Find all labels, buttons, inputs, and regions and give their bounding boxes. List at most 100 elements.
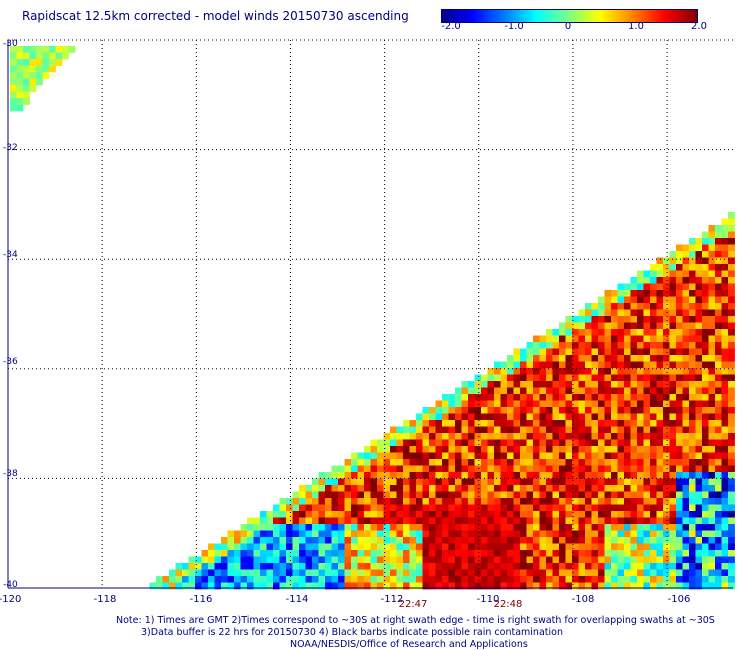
wind-cell <box>351 517 358 525</box>
wind-cell <box>695 407 703 414</box>
wind-cell <box>474 550 482 557</box>
wind-cell <box>448 459 456 466</box>
wind-cell <box>637 472 644 479</box>
wind-cell <box>448 504 456 512</box>
wind-cell <box>689 348 696 356</box>
wind-cell <box>591 316 599 323</box>
wind-cell <box>318 576 326 583</box>
wind-cell <box>598 368 605 375</box>
wind-cell <box>416 452 423 460</box>
wind-cell <box>461 524 469 531</box>
wind-cell <box>409 452 417 460</box>
wind-cell <box>312 530 319 538</box>
wind-cell <box>689 420 696 427</box>
wind-cell <box>234 550 241 557</box>
wind-cell <box>689 309 696 317</box>
wind-cell <box>292 498 300 505</box>
wind-cell <box>552 387 560 395</box>
wind-cell <box>572 348 579 356</box>
wind-cell <box>682 381 690 388</box>
wind-cell <box>429 524 436 531</box>
wind-cell <box>669 582 677 590</box>
wind-cell <box>422 530 430 538</box>
wind-cell <box>669 257 677 265</box>
wind-cell <box>260 576 267 583</box>
wind-cell <box>643 517 651 525</box>
wind-cell <box>513 530 521 538</box>
wind-cell <box>552 459 560 466</box>
wind-cell <box>546 569 553 577</box>
wind-cell <box>728 498 735 505</box>
wind-cell <box>370 446 378 453</box>
wind-cell <box>702 342 709 349</box>
wind-cell <box>429 491 436 499</box>
wind-cell <box>630 582 638 590</box>
wind-cell <box>299 582 306 590</box>
wind-cell <box>689 251 696 258</box>
wind-cell <box>578 355 586 362</box>
wind-cell <box>637 381 644 388</box>
wind-cell <box>676 400 683 408</box>
wind-cell <box>240 524 248 531</box>
wind-cell <box>396 472 404 479</box>
wind-cell <box>637 433 644 440</box>
wind-cell <box>247 550 254 557</box>
wind-cell <box>604 381 612 388</box>
wind-cell <box>409 420 417 427</box>
wind-cell <box>721 537 729 544</box>
wind-cell <box>721 257 729 265</box>
wind-cell <box>455 550 462 557</box>
wind-cell <box>507 426 514 434</box>
wind-cell <box>234 556 241 564</box>
wind-cell <box>455 459 462 466</box>
wind-cell <box>676 296 683 304</box>
wind-cell <box>474 472 482 479</box>
wind-cell <box>357 517 365 525</box>
wind-cell <box>669 550 677 557</box>
wind-cell <box>481 491 488 499</box>
wind-cell <box>533 439 540 447</box>
wind-cell <box>364 511 371 518</box>
wind-cell <box>702 329 709 336</box>
wind-cell <box>273 550 280 557</box>
wind-cell <box>663 472 670 479</box>
wind-cell <box>533 530 540 538</box>
wind-cell <box>156 582 163 590</box>
wind-cell <box>546 420 553 427</box>
wind-cell <box>637 465 644 473</box>
wind-cell <box>676 452 683 460</box>
wind-cell <box>351 563 358 570</box>
wind-cell <box>442 407 449 414</box>
wind-cell <box>312 511 319 518</box>
wind-cell <box>383 439 391 447</box>
wind-cell <box>312 569 319 577</box>
wind-cell <box>481 511 488 518</box>
wind-cell <box>682 517 690 525</box>
wind-cell <box>494 556 501 564</box>
wind-cell <box>422 550 430 557</box>
wind-cell <box>604 374 612 382</box>
wind-cell <box>481 426 488 434</box>
wind-cell <box>10 65 17 73</box>
wind-cell <box>279 511 287 518</box>
wind-cell <box>604 394 612 401</box>
wind-cell <box>611 361 618 369</box>
wind-cell <box>500 511 508 518</box>
wind-cell <box>708 348 716 356</box>
wind-cell <box>689 491 696 499</box>
wind-cell <box>682 316 690 323</box>
wind-cell <box>695 355 703 362</box>
wind-cell <box>526 550 534 557</box>
wind-cell <box>611 485 618 492</box>
wind-cell <box>338 576 345 583</box>
wind-cell <box>682 537 690 544</box>
wind-cell <box>572 335 579 343</box>
wind-cell <box>585 316 592 323</box>
wind-cell <box>487 381 495 388</box>
wind-cell <box>708 439 716 447</box>
wind-cell <box>383 491 391 499</box>
wind-cell <box>630 407 638 414</box>
wind-cell <box>325 504 332 512</box>
wind-cell <box>299 511 306 518</box>
wind-cell <box>383 504 391 512</box>
